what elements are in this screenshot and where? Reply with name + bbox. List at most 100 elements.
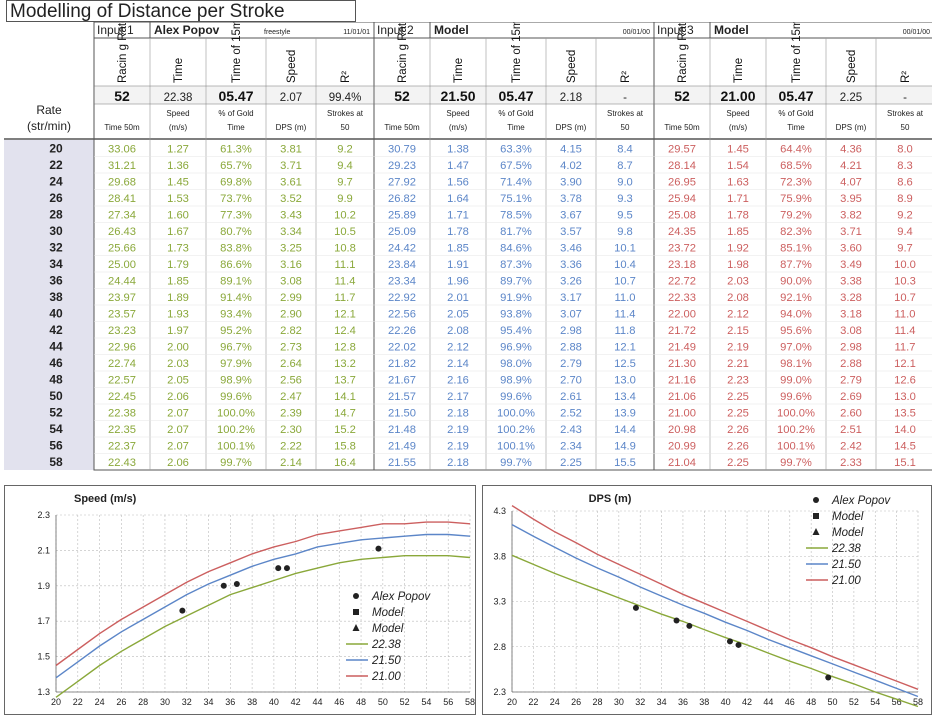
sub-header: Time 50m (384, 123, 420, 132)
table-cell: 21.04 (668, 457, 696, 469)
series-line (55, 555, 471, 698)
table-cell: 1.54 (727, 160, 749, 172)
table-cell: 21.67 (388, 375, 416, 387)
table-cell: 1.79 (167, 259, 189, 271)
y-tick-label: 2.3 (493, 687, 506, 697)
legend-marker (352, 624, 360, 631)
table-cell: 10.3 (894, 276, 916, 288)
table-cell: 22.92 (388, 292, 416, 304)
legend-label: 21.50 (831, 559, 861, 571)
table-cell: 4.15 (560, 144, 582, 156)
table-cell: 2.12 (447, 342, 469, 354)
table-cell: 4.36 (840, 144, 862, 156)
table-cell: 9.7 (897, 243, 913, 255)
x-tick-label: 30 (160, 697, 170, 707)
legend-label: Alex Popov (371, 591, 431, 603)
table-cell: 2.23 (727, 375, 749, 387)
rate-cell: 32 (49, 241, 63, 255)
table-cell: 97.9% (220, 358, 252, 370)
rate-cell: 30 (49, 224, 63, 238)
table-cell: 21.72 (668, 325, 696, 337)
sub-header: Strokes at (607, 109, 644, 118)
table-cell: 25.00 (108, 259, 136, 271)
table-cell: 2.19 (727, 342, 749, 354)
table-cell: 25.66 (108, 243, 136, 255)
table-cell: 11.8 (615, 325, 636, 337)
table-cell: 1.85 (727, 226, 749, 238)
data-point (825, 674, 832, 681)
rate-cell: 20 (49, 142, 63, 156)
rate-cell: 42 (49, 323, 63, 337)
table-cell: 2.22 (280, 441, 302, 453)
data-point (735, 641, 742, 648)
x-tick-label: 28 (138, 697, 148, 707)
rate-cell: 26 (49, 191, 63, 205)
table-cell: 21.49 (668, 342, 696, 354)
sub-header: Speed (166, 109, 189, 118)
table-cell: 100.0% (497, 408, 535, 420)
rate-cell: 34 (49, 257, 63, 271)
rate-cell: 28 (49, 208, 63, 222)
x-tick-label: 56 (892, 697, 902, 707)
table-cell: 79.2% (780, 210, 812, 222)
table-cell: 84.6% (500, 243, 532, 255)
table-cell: 26.95 (668, 177, 696, 189)
table-cell: 25.94 (668, 193, 696, 205)
table-cell: 95.4% (500, 325, 532, 337)
summary-value: 21.50 (440, 88, 475, 104)
table-cell: 2.42 (840, 441, 862, 453)
table-cell: 21.30 (668, 358, 696, 370)
table-cell: 2.25 (727, 408, 749, 420)
column-header: Speed (846, 50, 858, 83)
table-cell: 2.98 (560, 325, 582, 337)
table-cell: 73.7% (220, 193, 252, 205)
y-tick-label: 2.8 (493, 642, 506, 652)
table-cell: 2.21 (727, 358, 749, 370)
y-tick-label: 1.3 (37, 687, 50, 697)
table-cell: 2.88 (840, 358, 862, 370)
summary-value: 99.4% (329, 92, 362, 104)
table-cell: 2.05 (167, 375, 189, 387)
table-cell: 1.38 (447, 144, 469, 156)
table-cell: 71.4% (500, 177, 532, 189)
table-cell: 12.8 (334, 342, 356, 354)
table-cell: 13.4 (614, 391, 636, 403)
sub-header: Time 50m (664, 123, 700, 132)
table-cell: 8.3 (897, 160, 913, 172)
table-cell: 94.0% (780, 309, 812, 321)
table-cell: 1.71 (447, 210, 469, 222)
table-cell: 98.9% (220, 375, 252, 387)
table-cell: 2.79 (560, 358, 582, 370)
table-cell: 3.49 (840, 259, 862, 271)
x-tick-label: 42 (291, 697, 301, 707)
table-cell: 9.2 (897, 210, 913, 222)
rate-cell: 36 (49, 274, 63, 288)
table-cell: 3.08 (840, 325, 862, 337)
table-cell: 2.47 (280, 391, 302, 403)
x-tick-label: 36 (678, 697, 688, 707)
x-tick-label: 32 (182, 697, 192, 707)
table-cell: 100.0% (217, 408, 255, 420)
table-cell: 83.8% (220, 243, 252, 255)
legend-label: Model (832, 527, 864, 539)
table-cell: 14.4 (614, 424, 636, 436)
table-cell: 23.72 (668, 243, 696, 255)
table-cell: 2.34 (560, 441, 582, 453)
table-cell: 96.9% (500, 342, 532, 354)
table-cell: 15.1 (894, 457, 916, 469)
sub-header: % of Gold (218, 109, 253, 118)
table-cell: 3.60 (840, 243, 862, 255)
table-cell: 3.16 (280, 259, 302, 271)
x-tick-label: 30 (614, 697, 624, 707)
swimmer-name: Model (434, 23, 469, 37)
summary-value: 05.47 (498, 88, 533, 104)
table-cell: 95.6% (780, 325, 812, 337)
column-header: Time (733, 58, 745, 83)
table-cell: 1.85 (447, 243, 469, 255)
sub-header: 50 (621, 123, 630, 132)
table-cell: 3.08 (280, 276, 302, 288)
table-cell: 11.7 (895, 342, 916, 354)
x-tick-label: 42 (742, 697, 752, 707)
legend-marker (813, 497, 819, 503)
table-cell: 99.6% (780, 391, 812, 403)
